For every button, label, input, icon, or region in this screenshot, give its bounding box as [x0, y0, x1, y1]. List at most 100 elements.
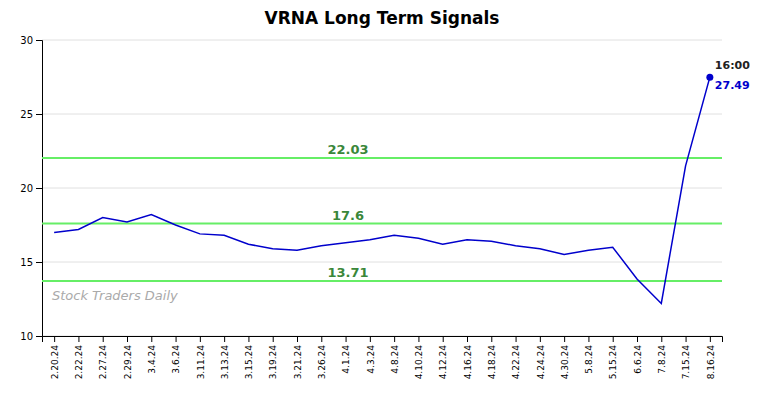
x-tick-label: 4.1.24 [341, 345, 351, 374]
x-tick-label: 3.11.24 [196, 345, 206, 380]
labels: 27.4922.0317.613.7116:00Stock Traders Da… [52, 59, 750, 303]
x-tick-label: 3.21.24 [293, 345, 303, 380]
x-tick-mark [516, 336, 517, 342]
x-tick: 3.21.24 [293, 336, 303, 379]
x-tick-label: 7.15.24 [681, 345, 691, 380]
x-tick-mark [637, 336, 638, 342]
grid-line [42, 40, 722, 41]
x-tick-label: 8.16.24 [706, 345, 716, 380]
x-tick-mark [273, 336, 274, 342]
grid-line [42, 114, 722, 115]
x-tick-label: 6.6.24 [633, 345, 643, 374]
x-tick: 4.8.24 [390, 336, 400, 374]
x-tick-mark [467, 336, 468, 342]
x-tick: 4.12.24 [438, 336, 448, 379]
y-tick-label: 30 [20, 35, 33, 46]
y-axis-line [36, 41, 43, 337]
x-tick-label: 3.19.24 [268, 345, 278, 380]
x-tick-label: 4.16.24 [463, 345, 473, 380]
x-tick: 3.13.24 [220, 336, 230, 379]
x-tick-mark [588, 336, 589, 342]
x-tick: 3.26.24 [317, 336, 327, 379]
x-tick: 3.15.24 [244, 336, 254, 379]
signal-label: 17.6 [332, 208, 364, 223]
x-tick: 3.4.24 [147, 336, 157, 374]
x-tick: 3.19.24 [268, 336, 278, 379]
x-tick: 2.20.24 [50, 336, 60, 379]
x-tick-mark [346, 336, 347, 342]
x-tick: 4.18.24 [487, 336, 497, 379]
chart: 10152025302.20.242.22.242.27.242.29.243.… [0, 0, 784, 398]
signal-line [42, 223, 722, 225]
x-tick-label: 4.12.24 [438, 345, 448, 380]
x-axis: 2.20.242.22.242.27.242.29.243.4.243.6.24… [43, 336, 723, 379]
endpoint [706, 74, 713, 81]
x-tick-label: 3.26.24 [317, 345, 327, 380]
x-tick-label: 4.30.24 [560, 345, 570, 380]
x-tick-label: 4.18.24 [487, 345, 497, 380]
x-tick-label: 7.8.24 [657, 345, 667, 374]
y-tick-label: 25 [20, 109, 33, 120]
x-tick: 5.8.24 [584, 336, 594, 374]
x-axis-line [43, 337, 723, 343]
grid [42, 40, 722, 336]
x-tick-mark [710, 336, 711, 342]
x-tick: 4.1.24 [341, 336, 351, 374]
x-tick-mark [564, 336, 565, 342]
value-label: 27.49 [715, 79, 750, 92]
x-tick: 3.11.24 [196, 336, 206, 379]
y-tick-mark [36, 40, 42, 41]
x-tick-mark [418, 336, 419, 342]
x-tick-mark [321, 336, 322, 342]
x-tick-mark [224, 336, 225, 342]
x-tick-label: 2.22.24 [74, 345, 84, 380]
watermark: Stock Traders Daily [52, 288, 178, 303]
x-tick: 7.15.24 [681, 336, 691, 379]
x-tick-label: 3.6.24 [171, 345, 181, 374]
x-tick-mark [686, 336, 687, 342]
y-tick: 25 [20, 109, 42, 120]
x-tick-mark [248, 336, 249, 342]
grid-line [42, 262, 722, 263]
x-tick: 3.6.24 [171, 336, 181, 374]
y-tick-mark [36, 262, 42, 263]
x-tick-label: 4.8.24 [390, 345, 400, 374]
x-tick: 4.10.24 [414, 336, 424, 379]
x-tick-mark [78, 336, 79, 342]
x-tick-label: 2.20.24 [50, 345, 60, 380]
x-tick-label: 3.4.24 [147, 345, 157, 374]
x-tick-label: 2.27.24 [98, 345, 108, 380]
x-tick-mark [127, 336, 128, 342]
y-tick-label: 10 [20, 331, 33, 342]
x-tick-mark [54, 336, 55, 342]
signal-line [42, 157, 722, 159]
x-tick-mark [151, 336, 152, 342]
x-tick-mark [297, 336, 298, 342]
y-tick: 15 [20, 257, 42, 268]
y-axis: 1015202530 [20, 35, 42, 342]
x-tick-mark [613, 336, 614, 342]
y-tick-mark [36, 188, 42, 189]
annotation: 16:00 [715, 59, 750, 72]
x-tick: 4.16.24 [463, 336, 473, 379]
title: VRNA Long Term Signals [265, 8, 500, 28]
grid-line [42, 188, 722, 189]
signal-line [42, 280, 722, 282]
x-tick-mark [491, 336, 492, 342]
x-tick-label: 5.8.24 [584, 345, 594, 374]
x-tick-label: 4.10.24 [414, 345, 424, 380]
x-tick-label: 5.15.24 [608, 345, 618, 380]
y-tick: 10 [20, 331, 42, 342]
signal-label: 22.03 [327, 142, 368, 157]
x-tick-mark [540, 336, 541, 342]
x-tick: 5.15.24 [608, 336, 618, 379]
y-tick-mark [36, 114, 42, 115]
x-tick: 7.8.24 [657, 336, 667, 374]
y-tick: 30 [20, 35, 42, 46]
x-tick-mark [443, 336, 444, 342]
x-tick: 4.24.24 [536, 336, 546, 379]
x-tick: 8.16.24 [706, 336, 716, 379]
x-tick: 4.30.24 [560, 336, 570, 379]
x-tick: 4.22.24 [511, 336, 521, 379]
x-tick-label: 3.13.24 [220, 345, 230, 380]
